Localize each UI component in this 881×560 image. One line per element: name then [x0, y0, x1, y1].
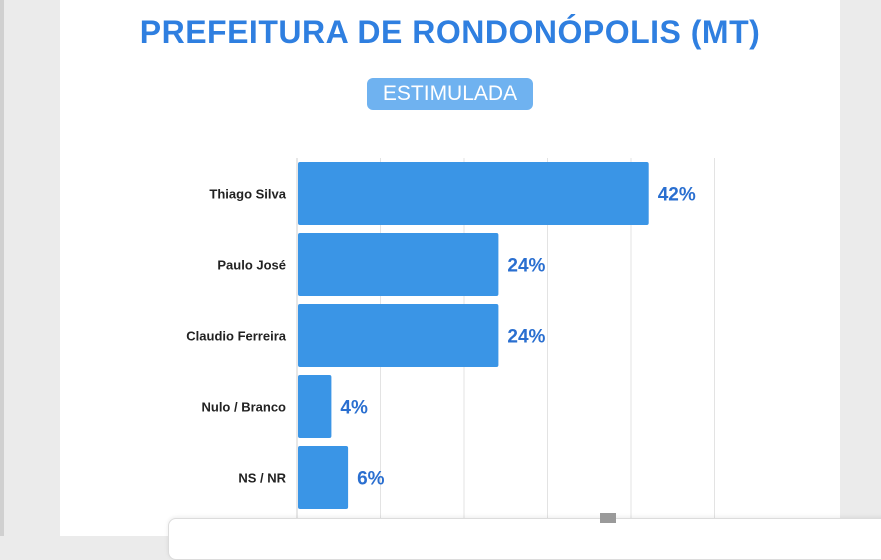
- category-label: Claudio Ferreira: [186, 329, 286, 344]
- value-label: 42%: [658, 185, 696, 206]
- bar-3: [298, 375, 332, 438]
- value-label: 6%: [357, 469, 385, 490]
- category-label: Nulo / Branco: [201, 400, 286, 415]
- bar-2: [298, 304, 499, 367]
- bar-4: [298, 446, 349, 509]
- value-label: 24%: [507, 256, 545, 277]
- category-label: Thiago Silva: [209, 187, 286, 202]
- bottom-overlay-panel: [168, 518, 881, 560]
- bar-0: [298, 162, 649, 225]
- value-label: 24%: [507, 327, 545, 348]
- bar-1: [298, 233, 499, 296]
- category-label: NS / NR: [238, 471, 286, 486]
- overlay-square-icon: [600, 513, 616, 523]
- window-edge: [0, 0, 4, 536]
- value-label: 4%: [340, 398, 368, 419]
- category-label: Paulo José: [217, 258, 286, 273]
- chart-title: PREFEITURA DE RONDONÓPOLIS (MT): [139, 14, 761, 50]
- subtitle-badge: ESTIMULADA: [367, 78, 533, 110]
